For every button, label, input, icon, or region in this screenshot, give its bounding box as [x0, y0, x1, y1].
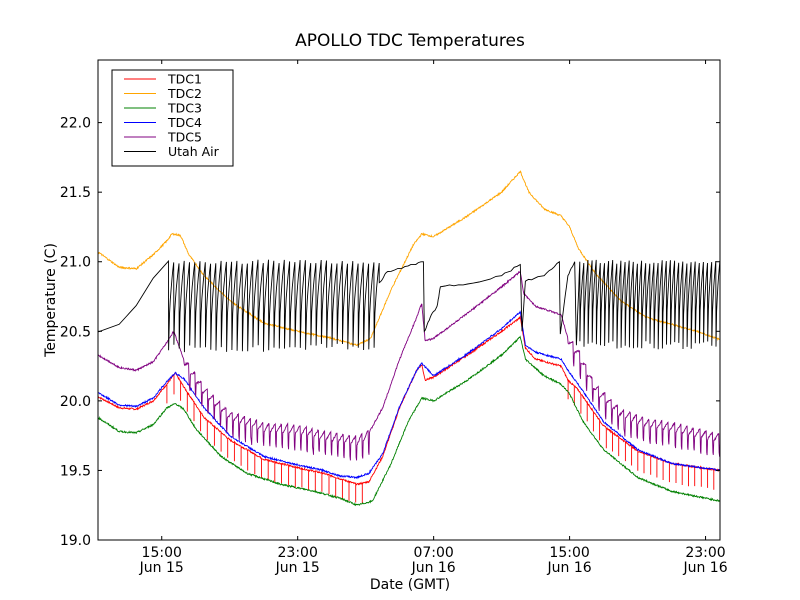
- chart-title: APOLLO TDC Temperatures: [295, 31, 525, 51]
- plot-frame: [97, 59, 721, 541]
- x-tick-label-date: Jun 15: [139, 560, 184, 576]
- y-tick-label: 20.0: [60, 394, 91, 410]
- legend-label: Utah Air: [168, 144, 220, 159]
- y-tick-label: 21.5: [60, 185, 91, 201]
- y-tick-label: 22.0: [60, 116, 91, 132]
- x-tick-label-time: 23:00: [278, 545, 318, 561]
- legend-label: TDC2: [167, 86, 202, 101]
- x-axis-label: Date (GMT): [370, 577, 450, 593]
- x-tick-label-time: 15:00: [549, 545, 589, 561]
- legend-label: TDC4: [167, 115, 202, 130]
- y-tick-label: 21.0: [60, 255, 91, 271]
- x-tick-label-time: 23:00: [685, 545, 725, 561]
- series-line-tdc2: [98, 170, 720, 347]
- x-tick-label-date: Jun 15: [275, 560, 320, 576]
- series-line-tdc5: [98, 269, 720, 461]
- series-line-tdc3: [98, 335, 720, 507]
- series-layer: [98, 170, 720, 507]
- x-tick-label-date: Jun 16: [682, 560, 727, 576]
- x-tick-label-time: 15:00: [142, 545, 182, 561]
- y-axis-label: Temperature (C): [43, 243, 59, 358]
- legend-label: TDC3: [167, 101, 202, 116]
- x-tick-label-date: Jun 16: [411, 560, 456, 576]
- x-tick-label-date: Jun 16: [547, 560, 592, 576]
- legend-label: TDC5: [167, 130, 202, 145]
- legend-box: [111, 69, 234, 167]
- y-tick-label: 20.5: [60, 324, 91, 340]
- y-tick-label: 19.0: [60, 533, 91, 549]
- x-tick-label-time: 07:00: [413, 545, 453, 561]
- series-line-utah-air: [98, 259, 720, 353]
- legend-label: TDC1: [167, 72, 202, 87]
- y-tick-label: 19.5: [60, 463, 91, 479]
